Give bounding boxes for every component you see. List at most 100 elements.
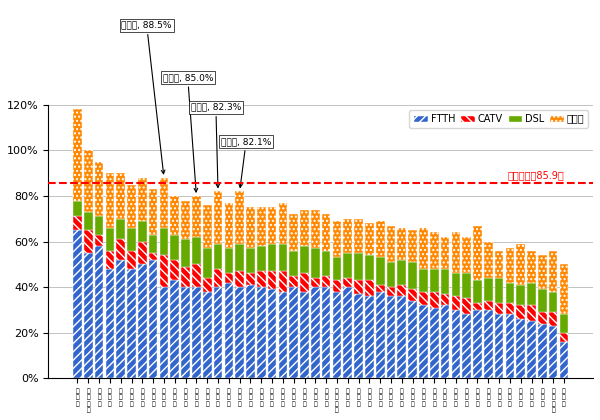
Bar [419,305,428,378]
Bar [517,244,525,285]
Bar [138,264,146,378]
Bar [127,269,136,378]
Bar [95,235,103,246]
Bar [538,323,547,378]
Bar [430,232,439,269]
Bar [527,321,536,378]
Bar [538,255,547,289]
Bar [289,251,298,276]
Bar [322,251,331,276]
Bar [463,273,471,299]
Bar [397,228,406,260]
Bar [224,283,233,378]
Bar [246,285,255,378]
Bar [354,253,363,280]
Bar [560,333,568,342]
Bar [268,244,277,271]
Bar [376,291,385,378]
Bar [311,210,320,248]
Bar [343,287,352,378]
Bar [560,342,568,378]
Bar [235,192,244,244]
Bar [192,237,201,264]
Bar [332,257,341,280]
Bar [397,260,406,285]
Bar [224,248,233,273]
Bar [149,253,157,260]
Bar [278,203,287,244]
Bar [149,235,157,253]
Bar [430,307,439,378]
Bar [181,267,190,287]
Text: 愛知県, 88.5%: 愛知県, 88.5% [121,21,172,174]
Bar [268,207,277,244]
Bar [527,305,536,321]
Bar [506,315,514,378]
Bar [95,162,103,216]
Bar [246,273,255,285]
Bar [181,200,190,239]
Bar [441,269,449,294]
Text: 全国普及率85.9％: 全国普及率85.9％ [507,170,564,180]
Bar [300,246,309,273]
Bar [138,241,146,264]
Bar [506,248,514,283]
Bar [376,285,385,291]
Bar [397,285,406,296]
Bar [289,214,298,251]
Bar [138,178,146,221]
Bar [365,280,374,296]
Bar [257,246,266,271]
Bar [419,291,428,305]
Bar [452,296,460,310]
Bar [214,192,223,244]
Bar [409,230,417,262]
Bar [517,305,525,319]
Bar [192,287,201,378]
Bar [386,262,395,287]
Bar [257,287,266,378]
Bar [311,278,320,287]
Bar [235,287,244,378]
Bar [127,228,136,251]
Bar [214,244,223,269]
Bar [116,239,125,260]
Bar [397,296,406,378]
Bar [181,239,190,267]
Bar [127,185,136,228]
Bar [106,173,114,228]
Bar [452,310,460,378]
Bar [95,246,103,378]
Bar [463,237,471,273]
Bar [322,276,331,287]
Bar [138,221,146,242]
Bar [149,260,157,378]
Bar [549,326,557,378]
Bar [257,207,266,246]
Bar [495,303,503,315]
Bar [192,264,201,287]
Bar [203,278,212,291]
Bar [106,228,114,251]
Bar [160,287,169,378]
Bar [473,303,482,310]
Bar [149,189,157,235]
Bar [386,226,395,262]
Bar [473,310,482,378]
Bar [430,269,439,291]
Bar [343,253,352,278]
Bar [322,214,331,251]
Bar [322,287,331,378]
Bar [354,294,363,378]
Bar [527,283,536,305]
Bar [506,303,514,315]
Bar [300,210,309,246]
Bar [289,276,298,287]
Bar [214,287,223,378]
Bar [473,226,482,280]
Bar [365,296,374,378]
Bar [484,278,493,301]
Bar [463,315,471,378]
Bar [484,241,493,278]
Bar [73,216,82,230]
